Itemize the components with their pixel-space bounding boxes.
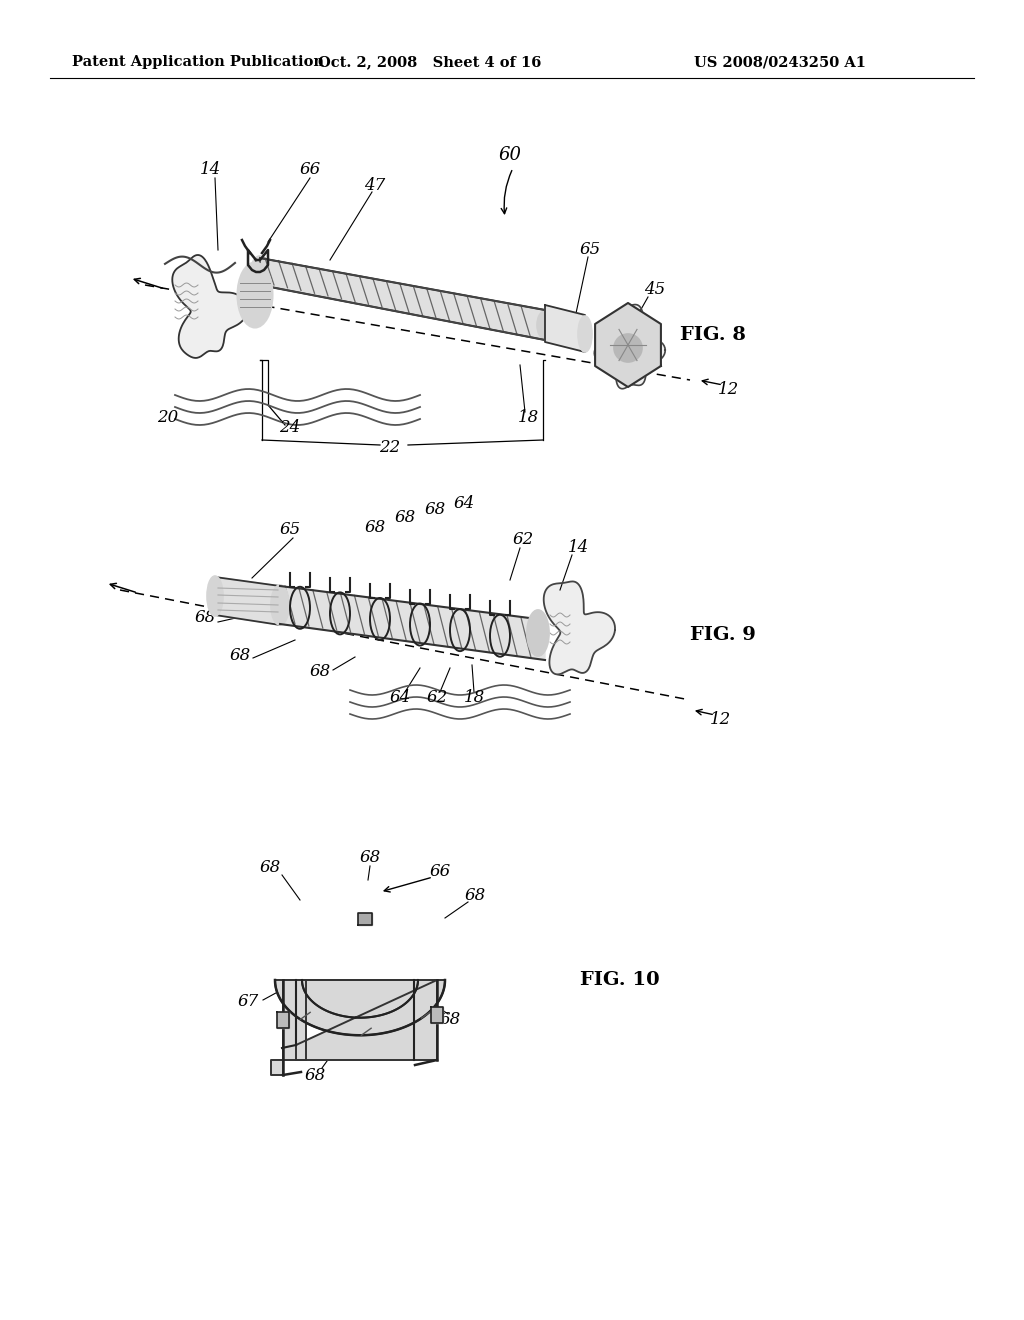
- Polygon shape: [544, 581, 615, 675]
- Polygon shape: [358, 912, 372, 925]
- Text: 68: 68: [359, 850, 381, 866]
- Text: 62: 62: [512, 532, 534, 549]
- Ellipse shape: [578, 315, 592, 352]
- Text: US 2008/0243250 A1: US 2008/0243250 A1: [694, 55, 866, 69]
- Text: 67: 67: [238, 994, 259, 1011]
- Text: 66: 66: [429, 863, 451, 880]
- Text: Patent Application Publication: Patent Application Publication: [72, 55, 324, 69]
- Text: 65: 65: [580, 242, 601, 259]
- Polygon shape: [545, 305, 585, 352]
- Text: 12: 12: [710, 711, 731, 729]
- Text: 68: 68: [304, 1067, 326, 1084]
- Polygon shape: [271, 979, 445, 1074]
- Text: 14: 14: [567, 540, 589, 557]
- Text: 64: 64: [454, 495, 475, 511]
- Text: Oct. 2, 2008   Sheet 4 of 16: Oct. 2, 2008 Sheet 4 of 16: [318, 55, 542, 69]
- Text: 62: 62: [426, 689, 447, 706]
- Text: 68: 68: [259, 859, 281, 876]
- Ellipse shape: [527, 610, 549, 656]
- Circle shape: [614, 334, 642, 362]
- Ellipse shape: [271, 585, 289, 624]
- Text: 64: 64: [389, 689, 411, 706]
- Ellipse shape: [238, 263, 272, 327]
- Text: 20: 20: [158, 409, 178, 426]
- Text: 22: 22: [379, 440, 400, 457]
- Text: 68: 68: [229, 647, 251, 664]
- Text: 68: 68: [464, 887, 485, 903]
- Text: 18: 18: [517, 409, 539, 426]
- Ellipse shape: [251, 256, 269, 286]
- Polygon shape: [594, 305, 666, 388]
- Polygon shape: [595, 304, 660, 387]
- Text: 68: 68: [424, 500, 445, 517]
- Polygon shape: [431, 1007, 443, 1023]
- Text: 18: 18: [464, 689, 484, 706]
- Text: 45: 45: [644, 281, 666, 298]
- Ellipse shape: [537, 312, 553, 339]
- Text: FIG. 10: FIG. 10: [580, 972, 659, 989]
- Text: 68: 68: [309, 664, 331, 681]
- Text: 12: 12: [718, 381, 738, 399]
- Polygon shape: [172, 255, 248, 358]
- Text: 68: 68: [195, 610, 216, 627]
- Text: 24: 24: [280, 420, 301, 437]
- Text: FIG. 9: FIG. 9: [690, 626, 756, 644]
- Text: 66: 66: [299, 161, 321, 178]
- Text: 14: 14: [200, 161, 220, 178]
- Text: 68: 68: [439, 1011, 461, 1028]
- Text: FIG. 8: FIG. 8: [680, 326, 745, 345]
- Text: 68: 68: [365, 519, 386, 536]
- Ellipse shape: [207, 576, 223, 616]
- Text: 60: 60: [499, 147, 521, 164]
- Polygon shape: [260, 257, 545, 341]
- Polygon shape: [278, 1012, 289, 1028]
- Text: 68: 68: [394, 510, 416, 527]
- Polygon shape: [215, 577, 280, 624]
- Polygon shape: [280, 586, 545, 660]
- Text: 47: 47: [365, 177, 386, 194]
- Text: 65: 65: [280, 521, 301, 539]
